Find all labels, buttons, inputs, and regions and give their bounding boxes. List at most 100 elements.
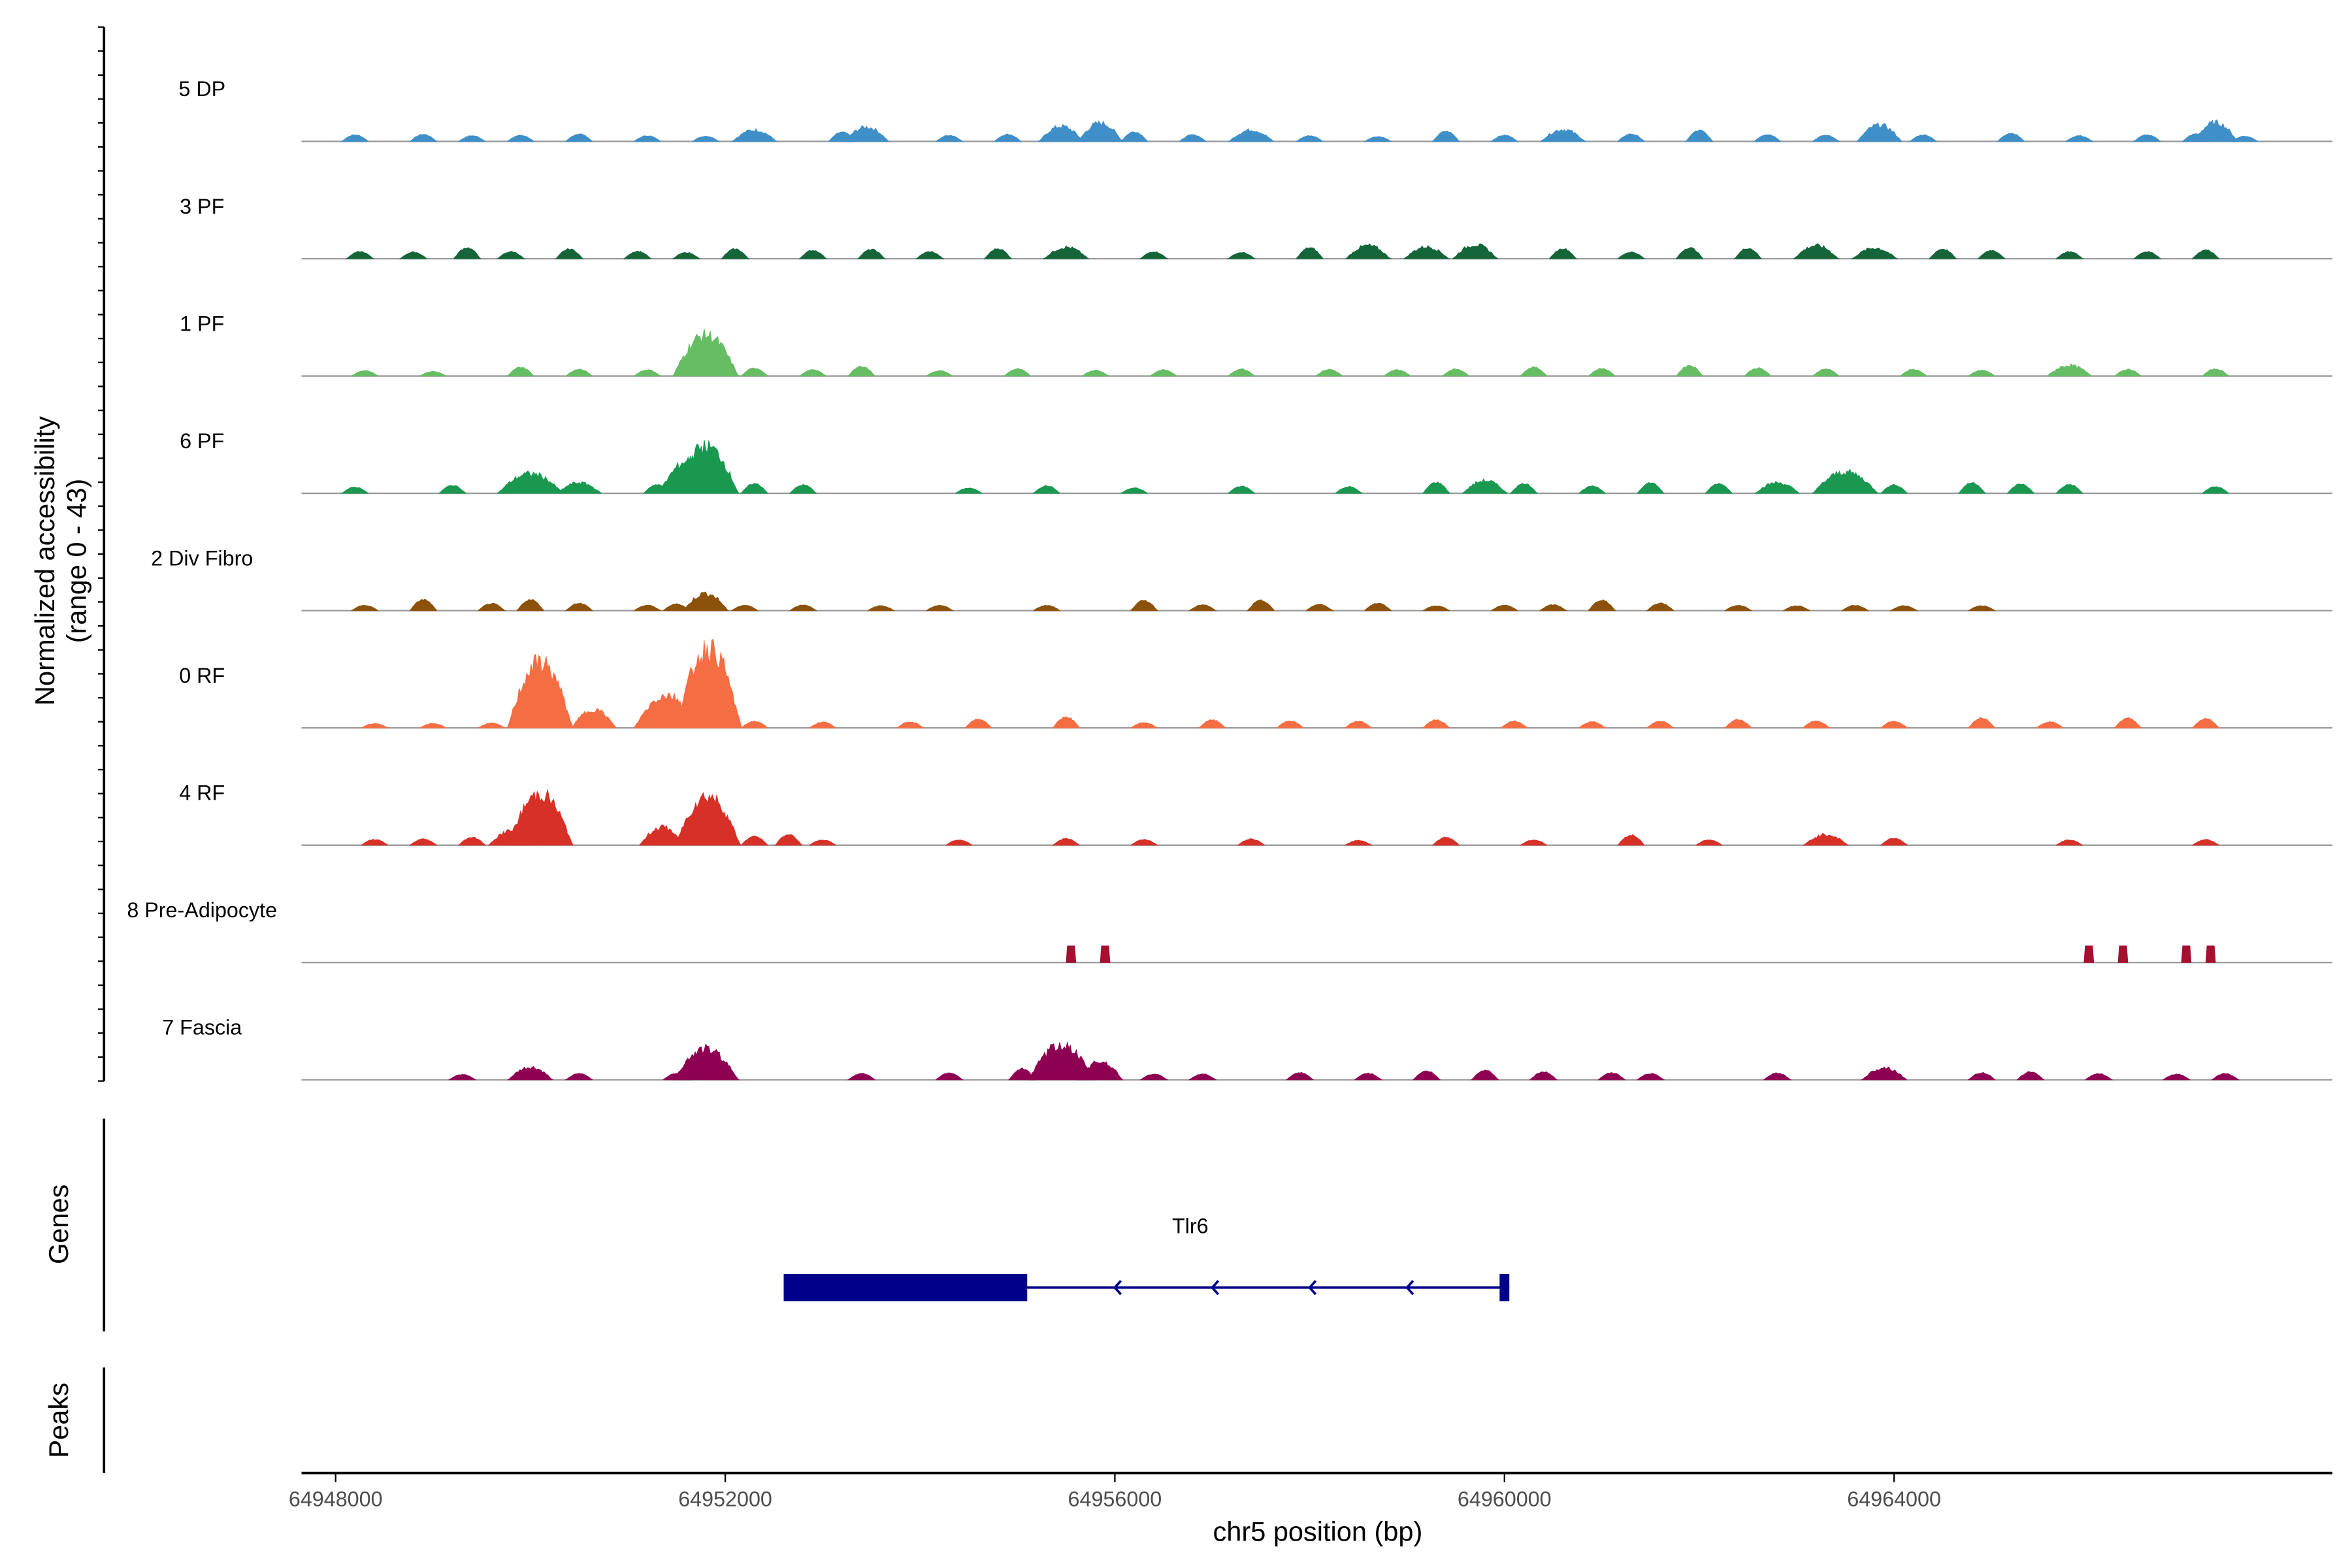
gene-exon [783,1274,1028,1301]
track-label: 8 Pre-Adipocyte [127,898,277,922]
coverage-peak [633,604,662,612]
track-label: 3 PF [180,195,224,218]
coverage-peak [564,602,593,612]
coverage-peak [740,721,770,728]
coverage-peak [1149,368,1179,376]
coverage-peak [1577,485,1607,494]
coverage-peak [1908,134,1938,142]
coverage-peak [1364,602,1393,612]
coverage-peak [1120,131,1149,142]
gene-exon [1499,1274,1510,1301]
coverage-peak [1335,486,1364,494]
x-axis-title: chr5 position (bp) [1213,1516,1423,1546]
coverage-peak [1422,482,1451,494]
peaks-panel-label: Peaks [43,1382,74,1458]
coverage-peak [1967,1072,1997,1081]
coverage-peak [1529,1071,1558,1081]
coverage-peak [1675,247,1704,259]
x-tick-label: 64948000 [289,1487,383,1511]
track-4: 2 Div Fibro [151,546,2332,612]
coverage-peak [2083,945,2095,963]
gene-annotation-panel: Tlr6 [783,1215,1510,1301]
track-6: 4 RF [179,781,2332,846]
track-0: 5 DP [178,77,2332,142]
coverage-peak [506,367,535,376]
coverage-peak [2132,250,2163,259]
coverage-peak [798,250,827,259]
coverage-peak [1899,368,1929,376]
coverage-peak [2181,945,2192,963]
coverage-peak [2083,1073,2114,1081]
coverage-peak [1880,483,1909,494]
coverage-peak [1587,368,1616,376]
coverage-peak [453,247,482,259]
coverage-peak [1462,478,1508,494]
coverage-peak [1783,605,1811,612]
coverage-peak [674,792,742,846]
coverage-peak [774,834,803,846]
coverage-peak [730,127,779,142]
coverage-peak [1646,602,1675,612]
coverage-peak [506,789,574,846]
coverage-peak [1077,120,1124,142]
track-8: 7 Fascia [162,1016,2332,1081]
coverage-peak [1635,1073,1665,1081]
coverage-peak [2200,368,2230,376]
coverage-peak [935,135,964,142]
coverage-peak [1967,717,1997,728]
track-label: 2 Div Fibro [151,546,253,570]
coverage-peak [345,251,374,259]
strand-arrow [1211,1280,1220,1296]
gene-name-label: Tlr6 [1172,1215,1209,1238]
coverage-peak [555,248,583,259]
coverage-peak [1957,482,1987,494]
track-7: 8 Pre-Adipocyte [127,898,2332,964]
coverage-peak [1723,719,1753,728]
coverage-peak [964,719,993,728]
coverage-peak [2192,119,2239,142]
coverage-peak [1490,604,1518,612]
coverage-peak [2113,368,2143,376]
coverage-peak [496,470,565,494]
coverage-peak [896,721,925,728]
track-label: 1 PF [180,312,224,335]
coverage-peak [361,723,389,728]
coverage-peak [1695,839,1723,846]
coverage-peak [419,723,447,728]
coverage-peak [458,135,486,142]
coverage-peak [1354,1072,1383,1081]
coverage-peak [497,251,526,259]
coverage-peak [351,370,379,376]
coverage-peak [2191,717,2221,728]
coverage-peak [516,598,545,612]
coverage-peak [2006,483,2035,494]
coverage-peak [683,591,730,612]
coverage-peak [926,370,954,376]
left-axes [98,26,106,1473]
track-1: 3 PF [180,195,2332,260]
coverage-peak [1539,129,1587,142]
coverage-peak [1042,245,1089,259]
coverage-peak [857,248,886,259]
coverage-peak [1383,369,1413,376]
track-label: 6 PF [180,429,224,453]
coverage-peak [1345,721,1373,728]
x-tick-label: 64952000 [678,1487,772,1511]
coverage-peak [789,483,817,494]
coverage-peak [1066,945,1077,963]
coverage-peak [458,836,487,846]
coverage-peak [1227,128,1275,142]
coverage-peak [478,602,506,612]
coverage-peak [1422,719,1451,728]
coverage-peak [359,839,389,846]
coverage-peak [1422,605,1450,612]
coverage-peak [409,134,438,142]
y-axis-label-line2: (range 0 - 43) [61,479,92,644]
coverage-peak [740,367,769,376]
coverage-peak [1247,599,1275,612]
coverage-peak [1539,604,1568,612]
coverage-peak [1762,1072,1792,1081]
coverage-peak [1130,839,1159,846]
coverage-peak [798,369,827,376]
coverage-peak [1236,838,1266,846]
